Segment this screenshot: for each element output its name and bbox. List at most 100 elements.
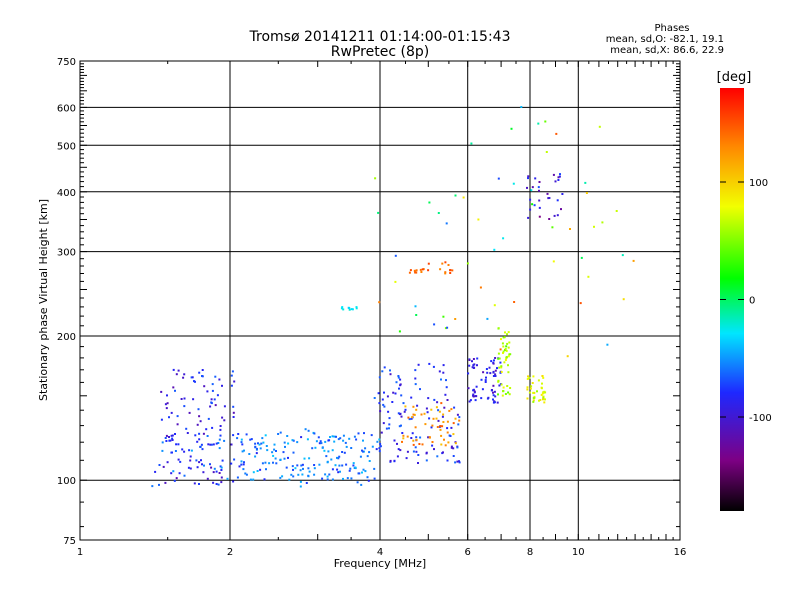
echo-point — [206, 390, 209, 393]
echo-point — [304, 428, 307, 431]
echo-point — [201, 463, 203, 466]
echo-point — [528, 376, 531, 379]
echo-point — [394, 254, 397, 257]
echo-point — [221, 416, 224, 419]
echo-point — [216, 394, 219, 397]
echo-point — [196, 440, 199, 443]
echo-point — [268, 462, 271, 465]
echo-point — [492, 391, 494, 394]
echo-point — [307, 475, 310, 478]
echo-point — [566, 355, 569, 358]
echo-point — [526, 397, 529, 400]
phases-o-line: mean, sd,O: -82.1, 19.1 — [606, 34, 724, 45]
echo-point — [356, 481, 359, 484]
x-tick-label: 16 — [674, 547, 687, 558]
echo-point — [198, 415, 201, 418]
echo-point — [292, 475, 295, 478]
echo-point — [446, 431, 449, 434]
echo-point — [219, 465, 222, 468]
echo-point — [553, 214, 556, 217]
echo-point — [388, 427, 390, 430]
echo-point — [189, 467, 192, 470]
echo-point — [520, 106, 523, 108]
echo-point — [421, 268, 424, 271]
echo-point — [396, 442, 398, 445]
echo-point — [414, 426, 417, 429]
echo-point — [504, 393, 507, 395]
echo-point — [414, 377, 417, 380]
echo-point — [223, 439, 226, 442]
echo-point — [382, 422, 385, 425]
echo-point — [198, 371, 201, 374]
echo-point — [317, 436, 320, 439]
echo-point — [472, 393, 475, 396]
x-tick-label: 8 — [527, 547, 533, 558]
echo-point — [421, 443, 424, 446]
echo-point — [402, 402, 405, 405]
echo-point — [526, 186, 528, 189]
echo-point — [507, 391, 510, 394]
echo-point — [442, 413, 445, 416]
echo-point — [300, 464, 303, 467]
echo-point — [538, 206, 541, 209]
echo-point — [467, 372, 470, 375]
echo-point — [232, 434, 235, 437]
echo-point — [446, 459, 449, 462]
echo-point — [331, 468, 334, 471]
echo-point — [557, 179, 560, 181]
echo-point — [348, 469, 351, 472]
echo-point — [259, 447, 262, 450]
echo-point — [526, 386, 529, 389]
echo-point — [321, 477, 324, 480]
echo-point — [423, 412, 426, 415]
echo-point — [244, 472, 247, 475]
echo-point — [497, 327, 500, 330]
echo-point — [541, 392, 544, 395]
echo-point — [507, 346, 510, 349]
echo-point — [379, 445, 382, 448]
echo-point — [399, 384, 402, 387]
echo-point — [265, 468, 267, 471]
echo-point — [415, 438, 418, 441]
echo-point — [342, 308, 345, 311]
echo-point — [420, 413, 423, 416]
echo-point — [632, 259, 635, 262]
echo-point — [426, 411, 429, 414]
echo-point — [536, 390, 538, 393]
echo-point — [548, 197, 551, 199]
echo-point — [389, 459, 392, 462]
echo-point — [305, 482, 308, 484]
echo-point — [264, 434, 267, 437]
echo-point — [410, 437, 413, 439]
echo-point — [449, 269, 452, 272]
echo-point — [201, 369, 204, 371]
echo-point — [202, 432, 205, 435]
echo-point — [561, 193, 564, 195]
y-tick-label: 500 — [57, 141, 76, 152]
echo-point — [378, 447, 381, 450]
echo-point — [193, 482, 196, 485]
echo-point — [497, 379, 500, 382]
echo-point — [472, 389, 475, 392]
echo-point — [504, 347, 507, 350]
echo-point — [281, 475, 284, 478]
echo-point — [162, 465, 165, 468]
echo-point — [415, 314, 418, 316]
echo-point — [360, 483, 363, 486]
echo-point — [339, 437, 342, 440]
echo-point — [185, 427, 188, 430]
echo-point — [397, 376, 400, 379]
grid — [80, 61, 680, 540]
echo-point — [336, 456, 338, 459]
echo-point — [378, 301, 381, 304]
echo-point — [166, 461, 169, 464]
echo-point — [386, 395, 389, 398]
echo-point — [198, 438, 201, 441]
echo-point — [440, 434, 443, 437]
echo-point — [485, 368, 488, 370]
echo-point — [188, 449, 191, 452]
echo-point — [449, 272, 452, 274]
echo-point — [444, 327, 447, 330]
echo-point — [466, 262, 469, 265]
echo-point — [198, 432, 201, 435]
